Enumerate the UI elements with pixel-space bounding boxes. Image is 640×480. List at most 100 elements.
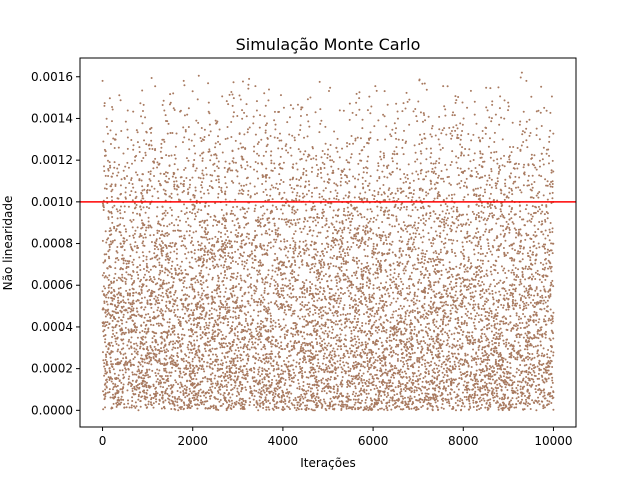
scatter-point: [465, 398, 468, 401]
scatter-point: [153, 187, 156, 190]
scatter-point: [122, 262, 125, 265]
scatter-point: [276, 256, 279, 259]
scatter-point: [339, 404, 342, 407]
scatter-point: [143, 139, 146, 142]
scatter-point: [402, 269, 405, 272]
scatter-point: [400, 253, 403, 256]
scatter-point: [401, 356, 404, 359]
scatter-point: [203, 394, 206, 397]
scatter-point: [516, 353, 519, 356]
scatter-point: [449, 360, 452, 363]
scatter-point: [484, 191, 487, 194]
scatter-point: [226, 235, 229, 238]
scatter-point: [407, 163, 410, 166]
scatter-point: [448, 368, 451, 371]
scatter-point: [386, 409, 389, 412]
scatter-point: [216, 237, 219, 240]
scatter-point: [278, 323, 281, 326]
scatter-point: [383, 154, 386, 157]
scatter-point: [472, 237, 475, 240]
scatter-point: [482, 397, 485, 400]
scatter-point: [116, 210, 119, 213]
scatter-point: [371, 249, 374, 252]
scatter-point: [270, 301, 273, 304]
scatter-point: [434, 389, 437, 392]
scatter-point: [388, 242, 391, 245]
scatter-point: [162, 279, 165, 282]
scatter-point: [273, 110, 276, 113]
scatter-point: [228, 242, 231, 245]
scatter-point: [355, 392, 358, 395]
scatter-point: [224, 308, 227, 311]
scatter-point: [283, 248, 286, 251]
scatter-point: [338, 256, 341, 259]
scatter-point: [158, 352, 161, 355]
scatter-point: [368, 382, 371, 385]
scatter-point: [538, 369, 541, 372]
scatter-point: [200, 294, 203, 297]
scatter-point: [473, 253, 476, 256]
scatter-point: [231, 160, 234, 163]
scatter-point: [225, 100, 228, 103]
scatter-point: [512, 288, 515, 291]
scatter-point: [545, 205, 548, 208]
scatter-point: [278, 346, 281, 349]
scatter-point: [179, 370, 182, 373]
scatter-point: [279, 240, 282, 243]
scatter-point: [132, 313, 135, 316]
scatter-point: [294, 280, 297, 283]
scatter-point: [447, 323, 450, 326]
scatter-point: [195, 318, 198, 321]
scatter-point: [221, 240, 224, 243]
scatter-point: [311, 304, 314, 307]
scatter-point: [309, 332, 312, 335]
scatter-point: [522, 141, 525, 144]
scatter-point: [109, 164, 112, 167]
scatter-point: [104, 309, 107, 312]
scatter-point: [225, 383, 228, 386]
scatter-point: [447, 336, 450, 339]
scatter-point: [533, 371, 536, 374]
scatter-point: [302, 227, 305, 230]
scatter-point: [318, 401, 321, 404]
scatter-point: [489, 283, 492, 286]
scatter-point: [484, 358, 487, 361]
scatter-point: [235, 299, 238, 302]
scatter-point: [101, 290, 104, 293]
scatter-point: [351, 383, 354, 386]
scatter-point: [257, 141, 260, 144]
scatter-point: [110, 183, 113, 186]
scatter-point: [131, 396, 134, 399]
scatter-point: [379, 209, 382, 212]
scatter-point: [350, 298, 353, 301]
scatter-point: [435, 335, 438, 338]
scatter-point: [423, 297, 426, 300]
scatter-point: [538, 333, 541, 336]
scatter-point: [525, 301, 528, 304]
scatter-point: [302, 384, 305, 387]
scatter-point: [397, 230, 400, 233]
scatter-point: [109, 396, 112, 399]
scatter-point: [536, 365, 539, 368]
scatter-point: [265, 352, 268, 355]
scatter-point: [465, 307, 468, 310]
scatter-point: [170, 371, 173, 374]
scatter-point: [480, 204, 483, 207]
scatter-point: [126, 260, 129, 263]
scatter-point: [352, 299, 355, 302]
scatter-point: [519, 120, 522, 123]
scatter-point: [192, 394, 195, 397]
scatter-point: [246, 268, 249, 271]
scatter-point: [168, 398, 171, 401]
scatter-point: [399, 236, 402, 239]
scatter-point: [346, 352, 349, 355]
scatter-point: [224, 274, 227, 277]
scatter-point: [193, 252, 196, 255]
scatter-point: [462, 198, 465, 201]
scatter-point: [409, 275, 412, 278]
scatter-point: [201, 364, 204, 367]
scatter-point: [356, 136, 359, 139]
scatter-point: [339, 180, 342, 183]
scatter-point: [191, 357, 194, 360]
scatter-point: [402, 250, 405, 252]
